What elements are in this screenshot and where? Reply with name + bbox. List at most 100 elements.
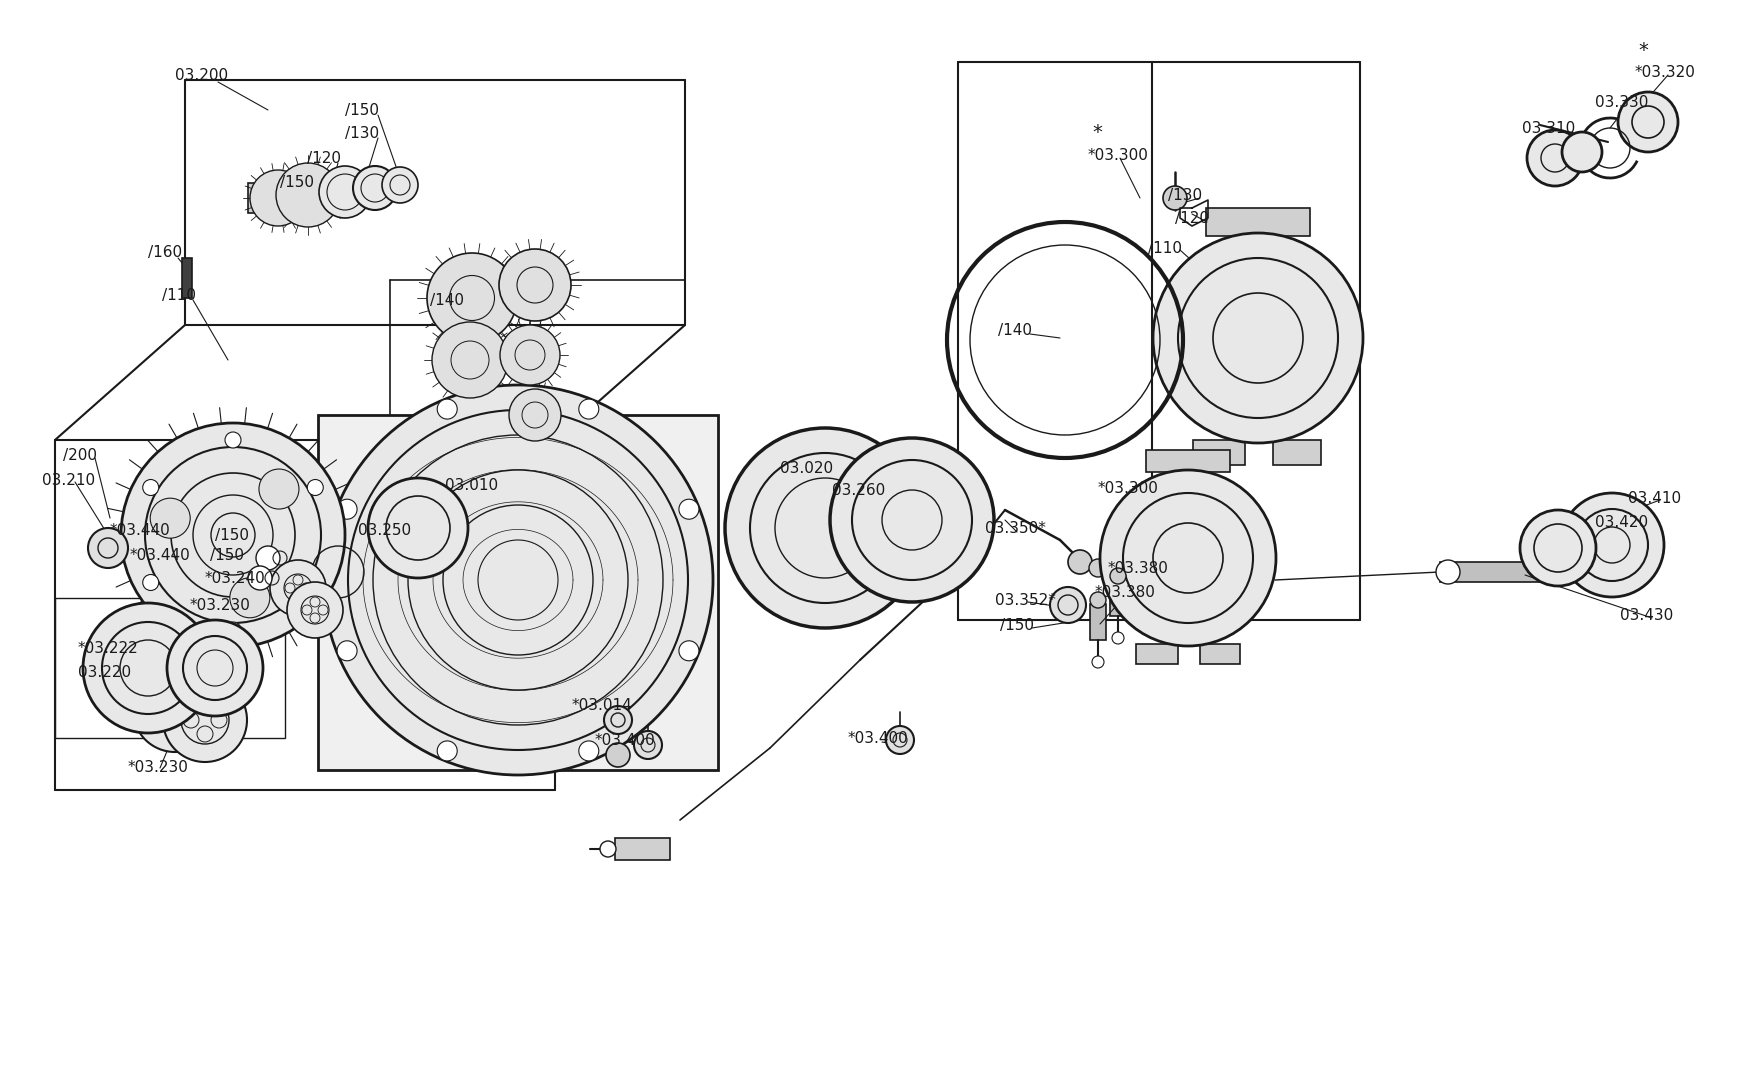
- Text: *03.440: *03.440: [130, 548, 191, 563]
- Circle shape: [1560, 493, 1662, 597]
- Circle shape: [579, 399, 598, 419]
- Circle shape: [1435, 560, 1459, 584]
- Circle shape: [426, 253, 516, 343]
- Text: /150: /150: [1000, 617, 1033, 632]
- Bar: [118, 542, 136, 553]
- Text: 03.410: 03.410: [1628, 490, 1680, 505]
- Text: 03.250: 03.250: [358, 522, 410, 537]
- Circle shape: [323, 385, 713, 775]
- Text: *03.380: *03.380: [1108, 561, 1169, 576]
- Circle shape: [830, 438, 993, 602]
- Text: /150: /150: [210, 548, 243, 563]
- Circle shape: [383, 167, 417, 203]
- Circle shape: [1068, 550, 1092, 574]
- Circle shape: [89, 528, 129, 568]
- Circle shape: [367, 478, 468, 578]
- Bar: [56, 598, 285, 738]
- Circle shape: [1111, 632, 1123, 644]
- Text: *03.222: *03.222: [78, 641, 139, 656]
- Circle shape: [122, 423, 344, 647]
- Circle shape: [1162, 186, 1186, 210]
- Text: 03.020: 03.020: [779, 460, 833, 475]
- Text: 03.260: 03.260: [831, 483, 885, 498]
- Circle shape: [1153, 233, 1362, 443]
- Circle shape: [163, 678, 247, 762]
- Text: *03.400: *03.400: [847, 731, 908, 746]
- Circle shape: [1109, 568, 1125, 584]
- Bar: [614, 838, 670, 860]
- Circle shape: [230, 578, 270, 617]
- Circle shape: [224, 432, 242, 448]
- Text: *03.230: *03.230: [190, 597, 250, 612]
- Circle shape: [678, 641, 699, 661]
- Text: *03.440: *03.440: [110, 522, 170, 537]
- Circle shape: [1562, 132, 1602, 172]
- Circle shape: [436, 740, 457, 761]
- Text: 03.352*: 03.352*: [995, 593, 1056, 608]
- Bar: [1200, 644, 1240, 664]
- Circle shape: [167, 620, 263, 716]
- Circle shape: [603, 706, 631, 734]
- Circle shape: [499, 325, 560, 385]
- Circle shape: [1617, 92, 1676, 152]
- Text: *03.320: *03.320: [1635, 64, 1696, 79]
- Text: 03.420: 03.420: [1595, 515, 1647, 530]
- Circle shape: [83, 603, 212, 733]
- Bar: [183, 258, 191, 299]
- Text: *03.300: *03.300: [1087, 148, 1148, 163]
- Text: /120: /120: [1174, 211, 1209, 226]
- Text: *03.230: *03.230: [129, 761, 190, 776]
- Circle shape: [318, 166, 370, 218]
- Circle shape: [287, 582, 343, 638]
- Text: 03.200: 03.200: [176, 67, 228, 82]
- Circle shape: [1099, 470, 1275, 646]
- Bar: [1193, 308, 1205, 368]
- Text: *03.240: *03.240: [205, 570, 266, 585]
- Circle shape: [1092, 656, 1103, 668]
- Text: /150: /150: [216, 528, 249, 542]
- Text: /120: /120: [306, 151, 341, 166]
- Circle shape: [337, 641, 356, 661]
- Circle shape: [337, 500, 356, 519]
- Circle shape: [1104, 564, 1120, 580]
- Text: /110: /110: [1148, 241, 1181, 256]
- Bar: [1229, 536, 1240, 580]
- Bar: [1309, 308, 1322, 368]
- Circle shape: [431, 322, 508, 398]
- Circle shape: [277, 163, 339, 227]
- Bar: [1273, 440, 1320, 465]
- Text: /150: /150: [344, 103, 379, 118]
- Circle shape: [1527, 129, 1582, 186]
- Circle shape: [633, 731, 661, 759]
- Bar: [1136, 644, 1177, 664]
- Text: *: *: [1092, 122, 1101, 141]
- Circle shape: [1089, 592, 1106, 608]
- Circle shape: [1520, 510, 1595, 586]
- Text: /140: /140: [998, 322, 1031, 337]
- Circle shape: [885, 727, 913, 754]
- Circle shape: [270, 560, 325, 616]
- Circle shape: [256, 546, 280, 570]
- Text: *: *: [1636, 41, 1647, 60]
- Circle shape: [510, 389, 560, 441]
- Bar: [1440, 562, 1539, 582]
- Bar: [249, 183, 358, 213]
- Text: /150: /150: [280, 174, 313, 189]
- Circle shape: [353, 166, 396, 210]
- Circle shape: [600, 841, 616, 857]
- Text: /110: /110: [162, 288, 197, 303]
- Bar: [1109, 580, 1125, 616]
- Text: 03.220: 03.220: [78, 664, 130, 679]
- Text: *03.400: *03.400: [595, 733, 656, 748]
- Circle shape: [143, 479, 158, 495]
- Bar: [1132, 536, 1143, 580]
- Circle shape: [249, 566, 271, 590]
- Text: /140: /140: [430, 292, 464, 307]
- Bar: [614, 730, 621, 752]
- Text: /130: /130: [1167, 187, 1202, 202]
- Text: 03.010: 03.010: [445, 477, 497, 492]
- Circle shape: [132, 668, 217, 752]
- Text: /130: /130: [344, 125, 379, 140]
- Bar: [318, 415, 718, 770]
- Circle shape: [605, 743, 630, 767]
